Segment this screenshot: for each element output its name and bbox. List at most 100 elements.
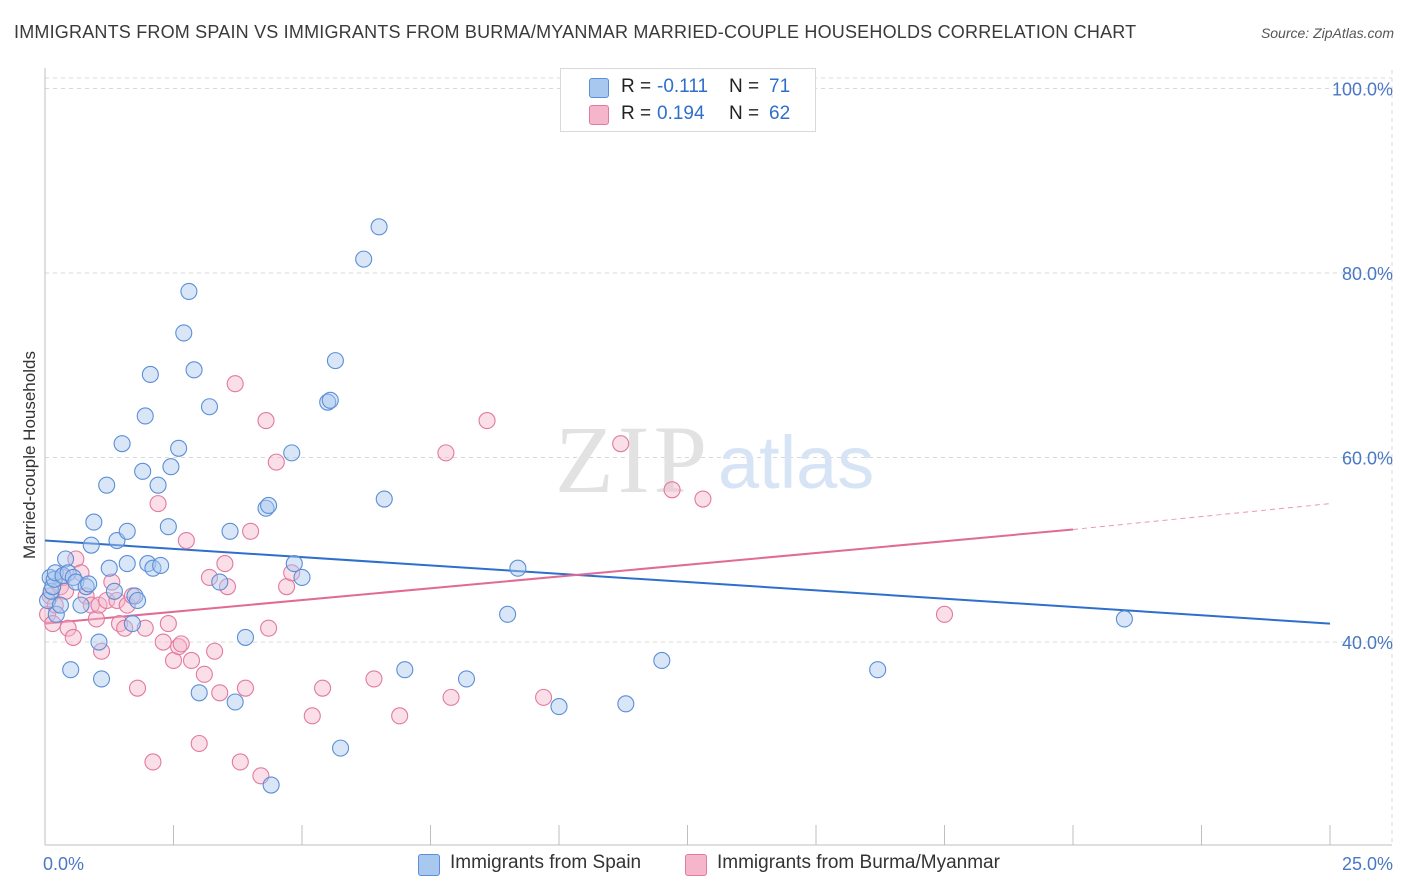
- spain-point-18: [85, 513, 103, 531]
- burma-point-28: [159, 615, 177, 633]
- spain-point-59: [331, 739, 350, 757]
- burma-point-37: [206, 642, 224, 660]
- y-tick-label-2: 80.0%: [1342, 264, 1393, 284]
- burma-point-13: [87, 610, 105, 628]
- burma-point-62: [935, 605, 954, 623]
- burma-point-36: [200, 568, 219, 586]
- spain-point-11: [62, 661, 80, 679]
- burma-point-23: [128, 679, 147, 697]
- burma-point-54: [391, 707, 409, 725]
- spain-point-64: [457, 670, 476, 688]
- legend-n-label: N =: [729, 103, 760, 124]
- burma-point-44: [242, 522, 260, 540]
- legend-n-value: 62: [769, 103, 791, 124]
- x-tick-label-1: 25.0%: [1342, 854, 1393, 874]
- spain-point-12: [64, 568, 82, 586]
- burma-point-35: [195, 665, 213, 683]
- spain-point-16: [80, 575, 98, 593]
- spain-point-55: [293, 568, 311, 586]
- burma-point-38: [211, 684, 229, 702]
- spain-point-71: [1115, 610, 1133, 628]
- burma-point-39: [216, 555, 234, 573]
- axes: [44, 68, 1392, 846]
- spain-point-19: [90, 633, 108, 651]
- bottom-legend-label-spain: Immigrants from Spain: [450, 852, 642, 873]
- bottom-legend-label-burma: Immigrants from Burma/Myanmar: [717, 852, 1000, 873]
- burma-point-33: [182, 651, 201, 670]
- spain-point-32: [136, 407, 154, 425]
- bottom-legend-swatch-burma: [685, 854, 707, 876]
- spain-point-30: [128, 591, 147, 610]
- watermark: ZIP atlas: [555, 406, 874, 513]
- burma-point-53: [365, 670, 383, 688]
- spain-point-45: [200, 398, 219, 416]
- spain-point-39: [162, 458, 180, 476]
- trend-lines: [44, 503, 1331, 625]
- spain-point-50: [257, 499, 275, 517]
- burma-point-57: [478, 412, 496, 430]
- burma-points: [39, 375, 954, 785]
- watermark-zip: ZIP: [555, 406, 711, 513]
- bottom-legend-swatch-spain: [418, 854, 440, 876]
- spain-point-70: [869, 661, 887, 679]
- burma-point-42: [231, 753, 249, 771]
- spain-point-49: [236, 628, 255, 646]
- trend-line-burma-extension: [1072, 503, 1331, 530]
- spain-point-23: [105, 582, 123, 600]
- burma-point-7: [59, 619, 77, 637]
- spain-point-38: [159, 518, 177, 536]
- spain-point-57: [321, 391, 339, 409]
- spain-points: [39, 218, 1133, 794]
- legend-n-value: 71: [769, 76, 791, 97]
- burma-point-30: [170, 638, 188, 656]
- burma-point-41: [226, 375, 244, 393]
- burma-point-32: [177, 531, 195, 550]
- spain-point-20: [92, 670, 111, 688]
- spain-point-52: [262, 776, 280, 794]
- burma-point-47: [260, 619, 278, 637]
- spain-point-6: [47, 605, 65, 623]
- spain-point-51: [260, 496, 278, 515]
- trend-line-burma: [44, 528, 1074, 625]
- spain-point-60: [355, 250, 373, 268]
- spain-point-33: [139, 555, 157, 573]
- spain-point-15: [77, 578, 95, 596]
- burma-point-2: [44, 615, 62, 633]
- legend-r-label: R =: [621, 103, 652, 124]
- burma-point-25: [144, 753, 162, 771]
- spain-point-56: [319, 393, 337, 411]
- spain-point-26: [118, 522, 136, 540]
- spain-point-22: [100, 559, 118, 577]
- burma-point-58: [535, 688, 553, 706]
- burma-point-34: [190, 734, 208, 753]
- spain-point-31: [134, 462, 152, 480]
- trend-line-spain: [44, 539, 1331, 625]
- legend-n-label: N =: [729, 76, 760, 97]
- spain-point-63: [396, 661, 414, 679]
- burma-point-43: [236, 679, 255, 697]
- spain-point-28: [123, 615, 141, 633]
- burma-point-24: [136, 619, 154, 637]
- spain-point-53: [283, 444, 301, 462]
- burma-point-26: [149, 495, 167, 513]
- burma-point-48: [267, 453, 285, 471]
- spain-point-17: [82, 536, 100, 554]
- y-axis-label: Married-couple Households: [20, 351, 39, 559]
- burma-point-51: [303, 707, 321, 725]
- spain-point-66: [509, 559, 527, 577]
- spain-point-13: [67, 573, 85, 591]
- y-tick-label-1: 60.0%: [1342, 449, 1393, 469]
- spain-point-25: [113, 435, 131, 453]
- burma-point-19: [110, 615, 129, 633]
- spain-point-34: [141, 365, 159, 384]
- spain-point-46: [211, 573, 229, 591]
- legend-r-value: 0.194: [657, 103, 705, 124]
- chart-title: IMMIGRANTS FROM SPAIN VS IMMIGRANTS FROM…: [14, 22, 1137, 42]
- spain-point-61: [370, 218, 388, 236]
- burma-point-52: [314, 679, 332, 697]
- legend-swatch-burma: [589, 105, 609, 125]
- spain-point-48: [226, 693, 244, 711]
- legend-r-label: R =: [621, 76, 652, 97]
- spain-point-27: [118, 555, 136, 573]
